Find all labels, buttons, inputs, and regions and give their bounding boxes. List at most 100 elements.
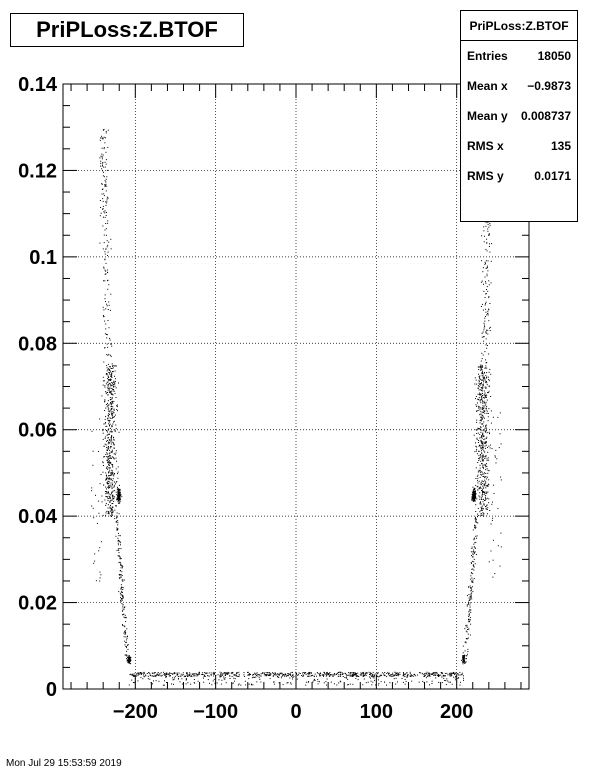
data-point — [103, 267, 105, 269]
data-point — [108, 482, 109, 484]
data-point — [189, 672, 191, 674]
data-point — [173, 678, 175, 680]
data-point — [118, 556, 120, 558]
data-point — [109, 497, 111, 499]
data-point — [482, 395, 483, 397]
grid-lines — [63, 84, 529, 689]
data-point — [120, 574, 122, 576]
data-point — [480, 509, 482, 511]
data-point — [163, 684, 165, 686]
data-point — [480, 515, 482, 516]
data-point — [105, 178, 107, 180]
data-point — [424, 673, 426, 675]
data-point — [321, 674, 323, 676]
data-point — [125, 621, 127, 623]
data-point — [457, 673, 459, 675]
data-point — [457, 678, 459, 679]
data-point — [486, 286, 488, 288]
data-point — [395, 674, 397, 676]
data-point — [485, 507, 487, 509]
data-point — [363, 678, 365, 680]
data-point — [483, 290, 485, 292]
data-point — [105, 373, 107, 375]
data-point — [469, 620, 471, 622]
data-point — [366, 672, 368, 673]
data-point — [118, 573, 120, 575]
data-point — [104, 401, 105, 403]
data-point — [91, 505, 93, 507]
data-point — [492, 416, 494, 418]
data-point — [478, 470, 480, 472]
data-point — [486, 465, 488, 467]
data-point — [481, 491, 483, 493]
data-point — [107, 280, 108, 282]
data-point — [106, 405, 108, 407]
data-point — [473, 561, 475, 563]
data-point — [108, 493, 110, 495]
data-point — [120, 544, 121, 546]
data-point — [352, 683, 354, 685]
stats-value: 0.008737 — [520, 109, 571, 123]
data-point — [485, 303, 486, 305]
data-point — [483, 416, 484, 418]
data-point — [108, 464, 110, 466]
data-point — [107, 450, 108, 451]
data-point — [111, 514, 113, 516]
data-point — [390, 674, 392, 676]
data-point — [106, 440, 107, 442]
data-point — [236, 672, 238, 674]
data-point — [203, 674, 205, 676]
data-point — [484, 304, 486, 306]
data-point — [473, 500, 475, 502]
data-point — [462, 663, 464, 665]
data-point — [477, 432, 479, 434]
data-point — [109, 387, 111, 389]
data-point — [103, 380, 105, 382]
data-point — [475, 450, 477, 452]
data-point — [468, 621, 470, 623]
data-point — [110, 391, 112, 393]
data-point — [123, 616, 125, 618]
data-point — [235, 674, 237, 676]
data-point — [106, 459, 108, 461]
data-point — [481, 379, 482, 381]
data-point — [372, 681, 374, 683]
data-point — [114, 490, 116, 492]
data-point — [487, 222, 489, 224]
data-point — [487, 333, 489, 335]
data-point — [141, 672, 143, 674]
data-point — [113, 458, 115, 460]
data-point — [481, 507, 483, 509]
data-point — [109, 410, 111, 412]
data-point — [181, 674, 183, 676]
data-point — [490, 260, 492, 262]
data-point — [107, 480, 109, 482]
data-point — [105, 248, 107, 250]
data-point — [118, 431, 120, 433]
data-point — [111, 487, 113, 489]
data-point — [214, 672, 216, 674]
data-point — [487, 507, 489, 509]
data-point — [189, 674, 191, 676]
data-point — [485, 301, 487, 303]
data-point — [488, 234, 489, 236]
data-point — [312, 674, 314, 676]
data-point — [112, 474, 114, 476]
data-point — [112, 382, 114, 383]
data-point — [108, 439, 110, 441]
data-point — [410, 675, 412, 677]
data-point — [483, 378, 485, 380]
data-point — [483, 406, 485, 408]
data-point — [482, 309, 484, 311]
data-point — [101, 156, 103, 158]
data-point — [481, 390, 483, 392]
data-point — [288, 673, 290, 675]
data-point — [285, 674, 287, 676]
data-point — [478, 487, 480, 489]
data-point — [404, 676, 406, 678]
data-point — [109, 370, 111, 371]
data-point — [248, 683, 250, 685]
data-point — [481, 382, 482, 384]
data-point — [476, 537, 477, 539]
data-point — [475, 519, 477, 521]
